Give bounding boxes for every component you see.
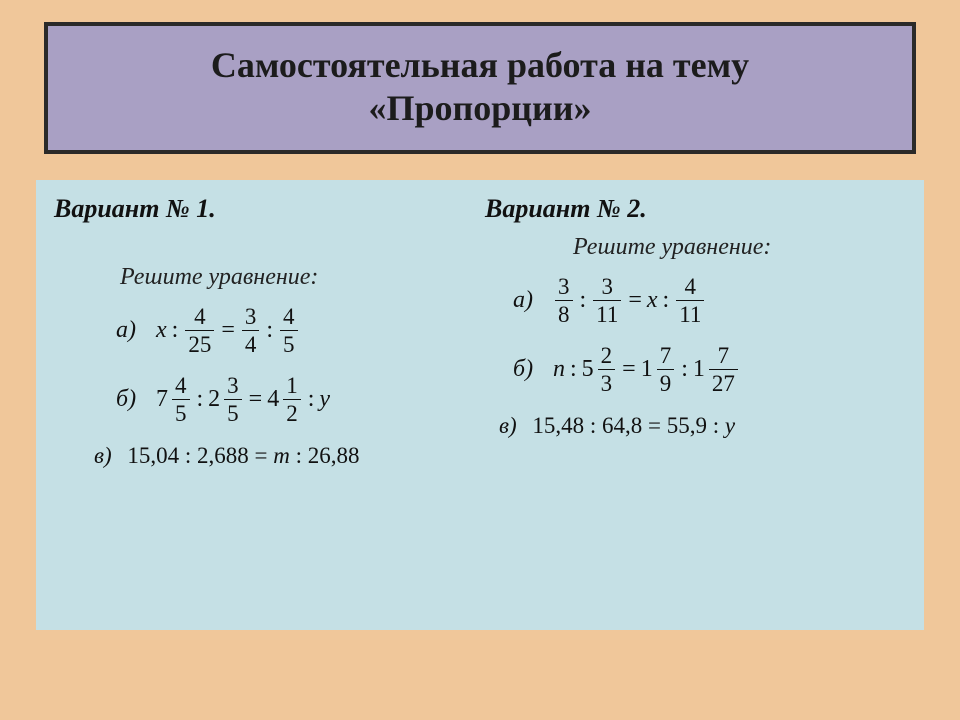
denominator: 27 [709, 369, 738, 395]
colon-op: : [197, 386, 204, 413]
title-line-2: «Пропорции» [56, 87, 904, 130]
fraction: 4 5 [172, 374, 190, 425]
equals-op: = [249, 386, 263, 413]
colon-op: : [185, 443, 197, 468]
number: 64,8 [602, 413, 642, 438]
mixed-whole: 1 [693, 356, 705, 383]
v1-equation-c: в) 15,04 : 2,688 = m : 26,88 [94, 443, 475, 469]
colon-op: : [713, 413, 725, 438]
numerator: 3 [242, 305, 260, 330]
denominator: 11 [676, 300, 704, 326]
denominator: 8 [555, 300, 573, 326]
mixed-whole: 4 [267, 386, 279, 413]
label: а) [513, 287, 539, 314]
colon-op: : [580, 287, 587, 314]
var-x: x [156, 317, 167, 344]
denominator: 11 [593, 300, 621, 326]
numerator: 3 [599, 275, 617, 300]
fraction: 4 11 [676, 275, 704, 326]
number: 2,688 [197, 443, 249, 468]
mixed-whole: 5 [582, 356, 594, 383]
label: б) [116, 386, 142, 413]
title-box: Самостоятельная работа на тему «Пропорци… [44, 22, 916, 154]
label: а) [116, 317, 142, 344]
variant-1-heading: Вариант № 1. [54, 194, 475, 224]
fraction: 3 4 [242, 305, 260, 356]
label: б) [513, 356, 539, 383]
denominator: 5 [280, 330, 298, 356]
slide-page: Самостоятельная работа на тему «Пропорци… [0, 0, 960, 720]
fraction: 3 11 [593, 275, 621, 326]
equals-op: = [628, 287, 642, 314]
fraction: 3 5 [224, 374, 242, 425]
fraction: 3 8 [555, 275, 573, 326]
equals-op: = [255, 443, 274, 468]
fraction: 4 25 [185, 305, 214, 356]
mixed-whole: 2 [208, 386, 220, 413]
fraction: 1 2 [283, 374, 301, 425]
denominator: 5 [172, 399, 190, 425]
denominator: 2 [283, 399, 301, 425]
colon-op: : [296, 443, 308, 468]
label: в) [499, 413, 517, 438]
v1-equation-b: б) 7 4 5 : 2 3 5 = 4 1 [116, 374, 475, 425]
numerator: 4 [191, 305, 209, 330]
fraction: 7 9 [657, 344, 675, 395]
columns: Вариант № 1. Решите уравнение: а) x : 4 … [54, 194, 906, 469]
fraction: 2 3 [598, 344, 616, 395]
v1-equation-a: а) x : 4 25 = 3 4 : 4 5 [116, 305, 475, 356]
v2-equation-a: а) 3 8 : 3 11 = x : 4 11 [513, 275, 906, 326]
fraction: 7 27 [709, 344, 738, 395]
equals-op: = [648, 413, 667, 438]
numerator: 4 [172, 374, 190, 399]
denominator: 25 [185, 330, 214, 356]
v2-equation-c: в) 15,48 : 64,8 = 55,9 : y [499, 413, 906, 439]
numerator: 1 [283, 374, 301, 399]
equals-op: = [221, 317, 235, 344]
var-n: n [553, 356, 565, 383]
variant-2-instruction: Решите уравнение: [573, 234, 906, 261]
colon-op: : [681, 356, 688, 383]
var-y: y [319, 386, 330, 413]
colon-op: : [590, 413, 602, 438]
v2-equation-b: б) n : 5 2 3 = 1 7 9 : 1 [513, 344, 906, 395]
label: в) [94, 443, 112, 468]
variant-1-column: Вариант № 1. Решите уравнение: а) x : 4 … [54, 194, 475, 469]
colon-op: : [663, 287, 670, 314]
equals-op: = [622, 356, 636, 383]
numerator: 3 [224, 374, 242, 399]
denominator: 5 [224, 399, 242, 425]
variant-2-column: Вариант № 2. Решите уравнение: а) 3 8 : … [485, 194, 906, 469]
denominator: 3 [598, 369, 616, 395]
mixed-whole: 1 [641, 356, 653, 383]
mixed-whole: 7 [156, 386, 168, 413]
colon-op: : [308, 386, 315, 413]
content-box: Вариант № 1. Решите уравнение: а) x : 4 … [36, 180, 924, 630]
number: 55,9 [667, 413, 707, 438]
title-line-1: Самостоятельная работа на тему [56, 44, 904, 87]
colon-op: : [570, 356, 577, 383]
number: 15,04 [127, 443, 179, 468]
variant-2-heading: Вариант № 2. [485, 194, 906, 224]
numerator: 4 [280, 305, 298, 330]
number: 26,88 [308, 443, 360, 468]
variant-1-instruction: Решите уравнение: [120, 264, 475, 291]
var-y: y [725, 413, 735, 438]
colon-op: : [266, 317, 273, 344]
denominator: 4 [242, 330, 260, 356]
denominator: 9 [657, 369, 675, 395]
var-x: x [647, 287, 658, 314]
colon-op: : [172, 317, 179, 344]
number: 15,48 [532, 413, 584, 438]
numerator: 7 [715, 344, 733, 369]
var-m: m [273, 443, 290, 468]
fraction: 4 5 [280, 305, 298, 356]
numerator: 2 [598, 344, 616, 369]
numerator: 3 [555, 275, 573, 300]
numerator: 4 [682, 275, 700, 300]
numerator: 7 [657, 344, 675, 369]
